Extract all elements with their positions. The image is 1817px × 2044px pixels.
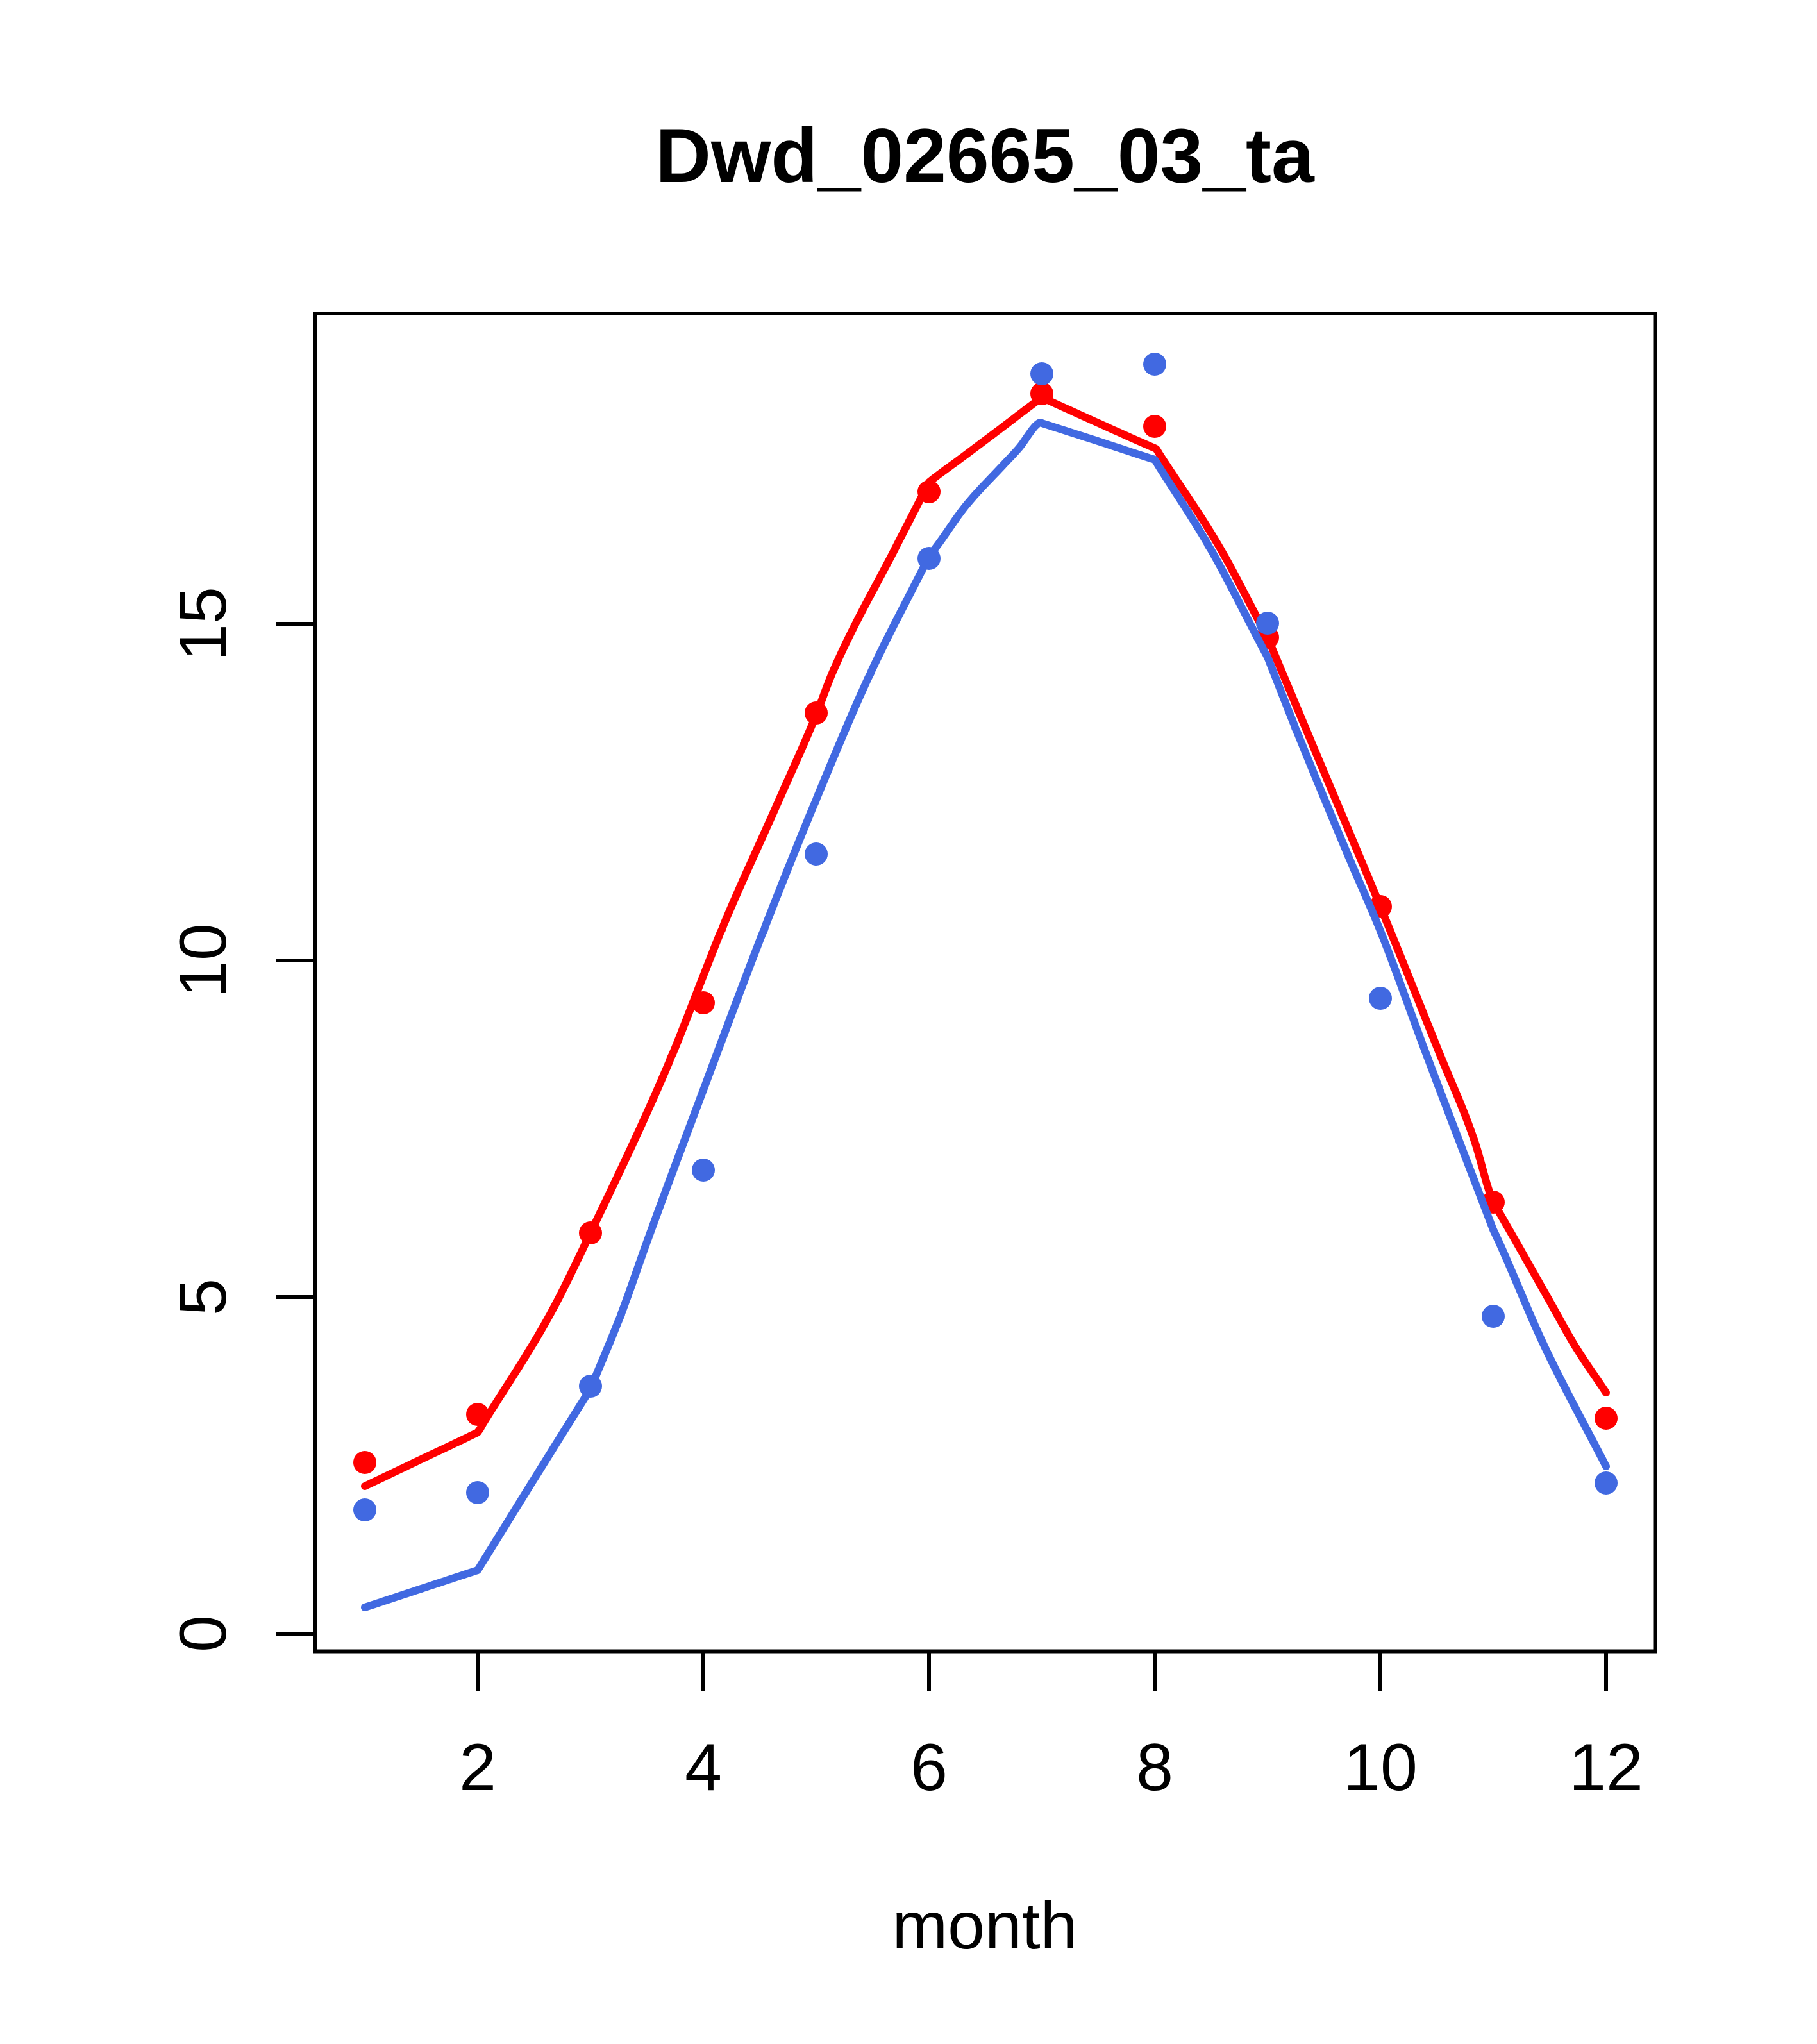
svg-text:10: 10	[1343, 1730, 1418, 1805]
svg-text:Dwd_02665_03_ta: Dwd_02665_03_ta	[655, 113, 1315, 199]
svg-text:6: 6	[910, 1730, 948, 1805]
svg-text:5: 5	[166, 1278, 240, 1316]
svg-text:10: 10	[166, 923, 240, 998]
svg-text:0: 0	[166, 1615, 240, 1652]
svg-text:month: month	[892, 1889, 1077, 1963]
svg-text:12: 12	[1569, 1730, 1643, 1805]
svg-text:15: 15	[166, 587, 240, 661]
svg-text:8: 8	[1136, 1730, 1173, 1805]
svg-text:2: 2	[459, 1730, 496, 1805]
svg-text:4: 4	[685, 1730, 722, 1805]
